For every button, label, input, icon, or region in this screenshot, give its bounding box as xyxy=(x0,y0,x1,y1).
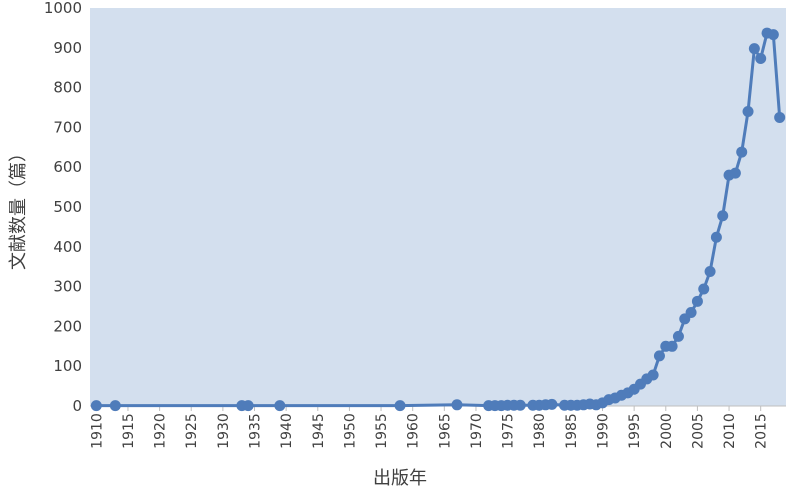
data-point xyxy=(647,369,659,381)
y-axis-ticks: 0 100 200 300 400 500 600 700 800 900 1000 xyxy=(44,0,82,415)
data-point xyxy=(546,398,558,410)
data-point xyxy=(451,399,463,411)
series-points xyxy=(90,27,786,412)
x-tick-label: 1925 xyxy=(184,413,200,449)
data-point xyxy=(666,340,678,352)
data-point xyxy=(710,231,722,243)
data-point xyxy=(514,399,526,411)
x-axis-ticks: 1910 1915 1920 1925 1930 1935 1940 1945 1950 1955… xyxy=(89,406,770,449)
data-point xyxy=(274,400,286,412)
y-tick-label: 500 xyxy=(53,198,82,216)
x-tick-label: 1955 xyxy=(374,413,390,449)
data-point xyxy=(748,43,760,55)
y-tick-label: 900 xyxy=(53,39,82,57)
x-tick-label: 2015 xyxy=(754,413,770,449)
x-tick-label: 1980 xyxy=(532,413,548,449)
x-tick-label: 1965 xyxy=(437,413,453,449)
x-tick-label: 1940 xyxy=(279,413,295,449)
x-tick-label: 2010 xyxy=(722,413,738,449)
x-tick-label: 1975 xyxy=(501,413,517,449)
x-tick-label: 1915 xyxy=(121,413,137,449)
y-tick-label: 400 xyxy=(53,238,82,256)
data-point xyxy=(653,350,665,362)
y-tick-label: 100 xyxy=(53,357,82,375)
data-point xyxy=(736,146,748,158)
x-tick-label: 1990 xyxy=(596,413,612,449)
data-point xyxy=(717,210,729,222)
x-axis-title: 出版年 xyxy=(373,468,427,489)
x-tick-label: 1945 xyxy=(311,413,327,449)
plot-area xyxy=(90,8,786,406)
data-point xyxy=(767,29,779,41)
data-point xyxy=(90,400,102,412)
y-tick-label: 0 xyxy=(72,397,82,415)
y-tick-label: 800 xyxy=(53,79,82,97)
data-point xyxy=(242,400,254,412)
data-point xyxy=(729,167,741,179)
y-tick-label: 700 xyxy=(53,118,82,136)
x-tick-label: 1935 xyxy=(248,413,264,449)
y-axis-title: 文献数量（篇） xyxy=(8,144,29,270)
x-tick-label: 2005 xyxy=(690,413,706,449)
data-point xyxy=(394,400,406,412)
data-point xyxy=(704,265,716,277)
x-tick-label: 1970 xyxy=(469,413,485,449)
data-point xyxy=(109,400,121,412)
x-tick-label: 1910 xyxy=(89,413,105,449)
data-point xyxy=(755,53,767,65)
y-tick-label: 200 xyxy=(53,317,82,335)
y-tick-label: 1000 xyxy=(44,0,82,17)
x-tick-label: 2000 xyxy=(659,413,675,449)
x-tick-label: 1995 xyxy=(627,413,643,449)
x-tick-label: 1950 xyxy=(342,413,358,449)
x-tick-label: 1930 xyxy=(216,413,232,449)
x-tick-label: 1985 xyxy=(564,413,580,449)
data-point xyxy=(742,105,754,117)
data-point xyxy=(685,306,697,318)
y-tick-label: 300 xyxy=(53,278,82,296)
x-tick-label: 1920 xyxy=(153,413,169,449)
data-point xyxy=(698,283,710,295)
data-point xyxy=(691,295,703,307)
y-tick-label: 600 xyxy=(53,158,82,176)
data-point xyxy=(672,330,684,342)
x-tick-label: 1960 xyxy=(406,413,422,449)
data-point xyxy=(774,111,786,123)
